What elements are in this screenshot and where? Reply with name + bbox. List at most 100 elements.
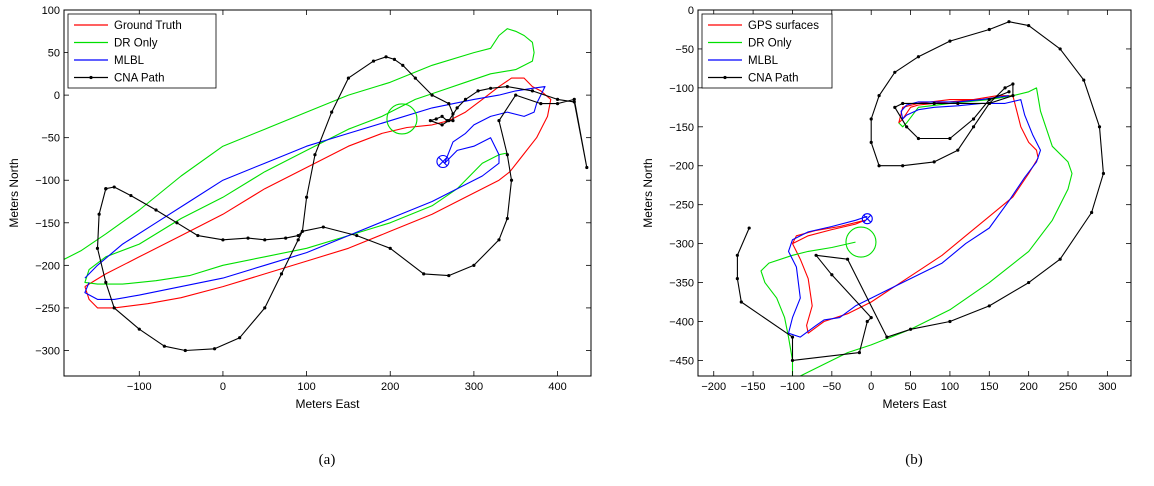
data-point — [313, 153, 316, 156]
data-point — [506, 153, 509, 156]
data-point — [447, 102, 450, 105]
y-tick-label: −200 — [35, 260, 60, 272]
chart-panel-a: −100 0 100 200 300 400 100 50 0 −50 −100 −150 −200 −2… — [7, 5, 591, 468]
data-point — [1082, 78, 1085, 81]
data-point — [263, 306, 266, 309]
data-point — [748, 226, 751, 229]
legend-entry: DR Only — [748, 38, 792, 50]
start-circle — [846, 227, 876, 257]
data-point — [184, 349, 187, 352]
data-point — [280, 272, 283, 275]
data-point — [297, 238, 300, 241]
series-line-gps-surfaces — [793, 96, 1039, 334]
data-point — [877, 164, 880, 167]
data-point — [497, 119, 500, 122]
x-tick-label: 0 — [868, 381, 874, 393]
data-point — [556, 102, 559, 105]
figure-caption: (b) — [905, 452, 923, 468]
data-point — [489, 87, 492, 90]
start-circle — [387, 104, 417, 134]
data-point — [1011, 82, 1014, 85]
x-tick-label: 50 — [904, 381, 916, 393]
y-tick-label: 0 — [54, 90, 60, 102]
data-point — [347, 76, 350, 79]
series-line-ground-truth — [85, 78, 551, 308]
data-point — [154, 208, 157, 211]
y-tick-label: −300 — [35, 345, 60, 357]
y-tick-label: −50 — [41, 133, 60, 145]
data-point — [901, 164, 904, 167]
data-point — [1098, 125, 1101, 128]
data-point — [175, 221, 178, 224]
legend: Ground Truth DR Only MLBL CNA Path — [68, 14, 216, 88]
data-point — [933, 102, 936, 105]
y-axis-label: Meters North — [7, 158, 21, 227]
data-point — [113, 306, 116, 309]
x-tick-label: 100 — [297, 381, 315, 393]
data-point — [451, 119, 454, 122]
data-point — [113, 185, 116, 188]
y-tick-label: −250 — [35, 303, 60, 315]
x-tick-label: 100 — [941, 381, 959, 393]
y-tick-label: 0 — [688, 5, 694, 17]
data-point — [1007, 90, 1010, 93]
data-point — [556, 98, 559, 101]
data-point — [497, 238, 500, 241]
data-point — [98, 213, 101, 216]
data-point — [355, 234, 358, 237]
y-tick-label: −250 — [669, 200, 694, 212]
data-point — [870, 141, 873, 144]
data-point — [163, 345, 166, 348]
x-tick-label: 300 — [465, 381, 483, 393]
data-point — [956, 102, 959, 105]
data-point — [736, 277, 739, 280]
data-point — [284, 237, 287, 240]
legend-entry: CNA Path — [114, 73, 165, 85]
data-point — [384, 55, 387, 58]
data-point — [1027, 24, 1030, 27]
data-point — [301, 230, 304, 233]
data-point — [451, 112, 454, 115]
legend-entry: DR Only — [114, 38, 158, 50]
data-point — [429, 119, 432, 122]
data-point — [1059, 47, 1062, 50]
data-point — [917, 55, 920, 58]
legend-swatch-dot — [723, 76, 726, 79]
data-point — [1102, 172, 1105, 175]
data-point — [393, 58, 396, 61]
data-point — [877, 94, 880, 97]
y-tick-label: −200 — [669, 161, 694, 173]
data-point — [330, 111, 333, 114]
y-tick-label: 50 — [48, 48, 60, 60]
data-point — [740, 300, 743, 303]
x-tick-label: −100 — [127, 381, 152, 393]
x-tick-label: −50 — [823, 381, 842, 393]
x-tick-label: −200 — [701, 381, 726, 393]
figure-caption: (a) — [319, 452, 336, 468]
data-point — [585, 166, 588, 169]
data-point — [1003, 86, 1006, 89]
data-point — [389, 247, 392, 250]
data-point — [138, 328, 141, 331]
x-tick-label: 200 — [1019, 381, 1037, 393]
data-point — [866, 320, 869, 323]
data-point — [988, 102, 991, 105]
legend-entry: MLBL — [114, 55, 145, 67]
data-point — [1027, 281, 1030, 284]
data-point — [870, 316, 873, 319]
y-tick-label: −150 — [669, 122, 694, 134]
data-point — [372, 59, 375, 62]
data-point — [196, 234, 199, 237]
data-point — [893, 106, 896, 109]
data-point — [885, 335, 888, 338]
data-point — [901, 102, 904, 105]
data-point — [858, 351, 861, 354]
data-point — [297, 234, 300, 237]
x-tick-label: 150 — [980, 381, 998, 393]
data-point — [972, 125, 975, 128]
legend-entry: CNA Path — [748, 73, 799, 85]
x-tick-label: 0 — [220, 381, 226, 393]
y-axis-label: Meters North — [641, 158, 655, 227]
data-point — [893, 71, 896, 74]
